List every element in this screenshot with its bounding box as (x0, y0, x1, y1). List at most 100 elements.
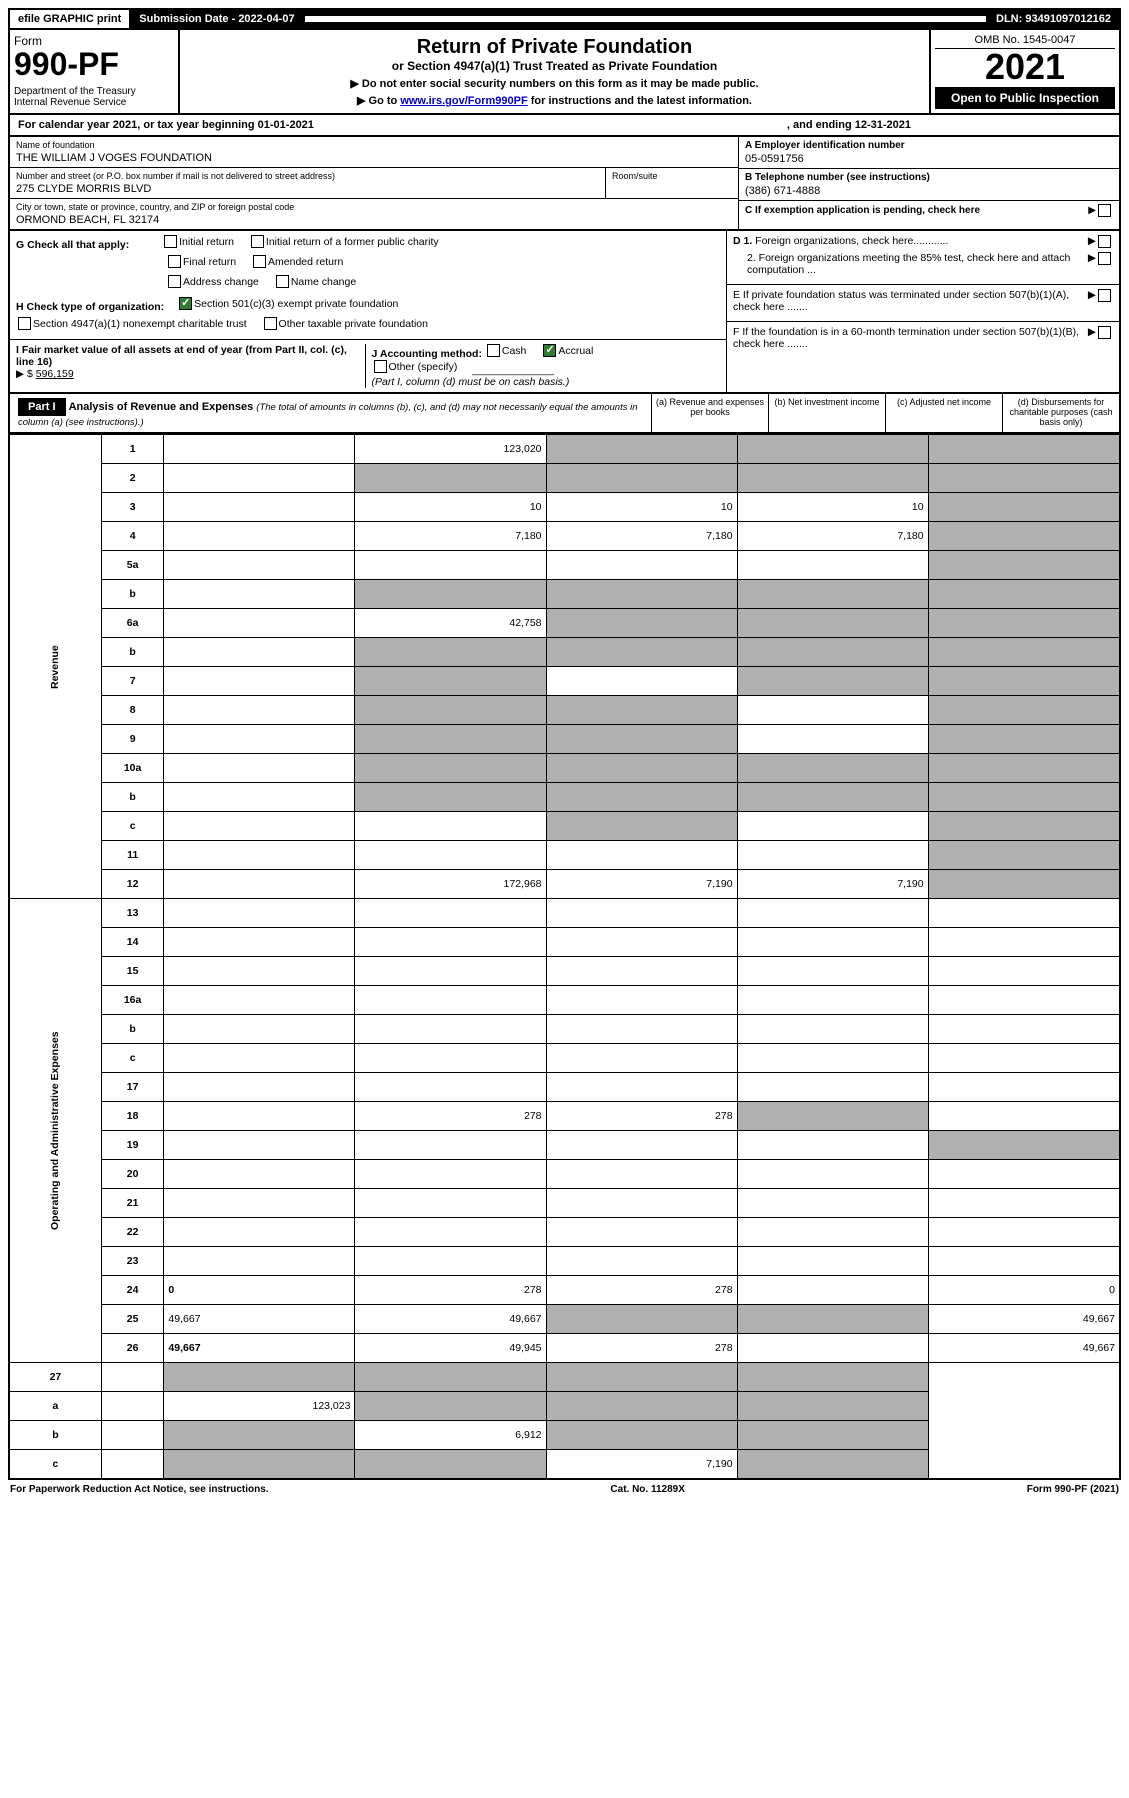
cell-d (928, 609, 1120, 638)
cell-b (546, 667, 737, 696)
row-desc: 49,667 (164, 1305, 355, 1334)
cell-c (737, 1189, 928, 1218)
cell-d (928, 1218, 1120, 1247)
g-amended-checkbox[interactable] (253, 255, 266, 268)
c-checkbox[interactable] (1098, 204, 1111, 217)
footer-right: Form 990-PF (2021) (1027, 1484, 1119, 1495)
f-label: F If the foundation is in a 60-month ter… (733, 326, 1088, 350)
d1-checkbox[interactable] (1098, 235, 1111, 248)
cell-a (355, 986, 546, 1015)
tax-year: 2021 (935, 49, 1115, 85)
row-desc (164, 870, 355, 899)
h-4947-checkbox[interactable] (18, 317, 31, 330)
h-501c3-checkbox[interactable] (179, 297, 192, 310)
cell-d (928, 1044, 1120, 1073)
row-desc (164, 841, 355, 870)
row-desc (164, 493, 355, 522)
g-initial-public-checkbox[interactable] (251, 235, 264, 248)
part-title: Analysis of Revenue and Expenses (69, 401, 254, 413)
cell-a (355, 783, 546, 812)
cell-b (546, 551, 737, 580)
d2-checkbox[interactable] (1098, 252, 1111, 265)
h-label: H Check type of organization: (16, 301, 164, 313)
row-desc (164, 551, 355, 580)
header-left: Form 990-PF Department of the Treasury I… (10, 30, 180, 113)
foundation-name-cell: Name of foundation THE WILLIAM J VOGES F… (10, 137, 738, 168)
cell-d (928, 783, 1120, 812)
form-subtitle: or Section 4947(a)(1) Trust Treated as P… (186, 59, 923, 73)
row-num: 21 (101, 1189, 164, 1218)
j-accrual-checkbox[interactable] (543, 344, 556, 357)
cell-c (737, 1247, 928, 1276)
cell-d (928, 1247, 1120, 1276)
row-desc (101, 1392, 164, 1421)
arrow-icon: ▶ (1088, 252, 1096, 276)
part-label: Part I (18, 398, 66, 416)
f-checkbox[interactable] (1098, 326, 1111, 339)
cell-c (737, 812, 928, 841)
g-initial-checkbox[interactable] (164, 235, 177, 248)
cell-d (928, 812, 1120, 841)
cell-b: 6,912 (355, 1421, 546, 1450)
j-cash: Cash (502, 345, 527, 357)
row-desc (164, 986, 355, 1015)
cell-b (355, 1363, 546, 1392)
cell-b (546, 754, 737, 783)
instr2-post: for instructions and the latest informat… (528, 95, 752, 107)
cal-right: , and ending 12-31-2021 (787, 119, 911, 131)
cell-b: 7,190 (546, 870, 737, 899)
cell-a: 278 (355, 1102, 546, 1131)
arrow-icon: ▶ (1088, 235, 1096, 248)
cell-a: 123,020 (355, 435, 546, 464)
cell-a: 49,945 (355, 1334, 546, 1363)
cell-c (737, 1015, 928, 1044)
irs-link[interactable]: www.irs.gov/Form990PF (400, 95, 527, 107)
cell-b (546, 1305, 737, 1334)
cell-c (737, 580, 928, 609)
page-footer: For Paperwork Reduction Act Notice, see … (8, 1480, 1121, 1499)
h-other-checkbox[interactable] (264, 317, 277, 330)
j-accrual: Accrual (558, 345, 593, 357)
cell-a (164, 1450, 355, 1480)
cell-a (355, 841, 546, 870)
address: 275 CLYDE MORRIS BLVD (16, 183, 599, 195)
cell-b (546, 1015, 737, 1044)
col-c-head: (c) Adjusted net income (885, 394, 1002, 432)
g-address-checkbox[interactable] (168, 275, 181, 288)
cell-a: 7,180 (355, 522, 546, 551)
cell-c (546, 1363, 737, 1392)
cell-c (737, 667, 928, 696)
cell-a: 10 (355, 493, 546, 522)
row-num: 5a (101, 551, 164, 580)
cell-b (546, 957, 737, 986)
row-desc (164, 957, 355, 986)
g-final-checkbox[interactable] (168, 255, 181, 268)
row-num: 24 (101, 1276, 164, 1305)
cell-b: 10 (546, 493, 737, 522)
g-name-checkbox[interactable] (276, 275, 289, 288)
j-other-checkbox[interactable] (374, 360, 387, 373)
cell-c (737, 1218, 928, 1247)
cell-d (737, 1392, 928, 1421)
row-num: 23 (101, 1247, 164, 1276)
efile-label: efile GRAPHIC print (10, 10, 129, 28)
cell-c (737, 696, 928, 725)
cell-b: 7,180 (546, 522, 737, 551)
row-desc (164, 1102, 355, 1131)
header-center: Return of Private Foundation or Section … (180, 30, 929, 113)
j-cash-checkbox[interactable] (487, 344, 500, 357)
cell-a (355, 667, 546, 696)
g-row2: Final return Amended return (166, 255, 720, 271)
h-opt-3: Other taxable private foundation (279, 318, 428, 330)
spacer (305, 16, 986, 22)
cell-a (355, 696, 546, 725)
col-a-head: (a) Revenue and expenses per books (651, 394, 768, 432)
cell-d (928, 580, 1120, 609)
cell-c (737, 551, 928, 580)
e-checkbox[interactable] (1098, 289, 1111, 302)
cell-c (737, 986, 928, 1015)
row-num: a (9, 1392, 101, 1421)
row-num: 16a (101, 986, 164, 1015)
g-opt-5: Name change (291, 276, 356, 288)
cell-c (737, 464, 928, 493)
